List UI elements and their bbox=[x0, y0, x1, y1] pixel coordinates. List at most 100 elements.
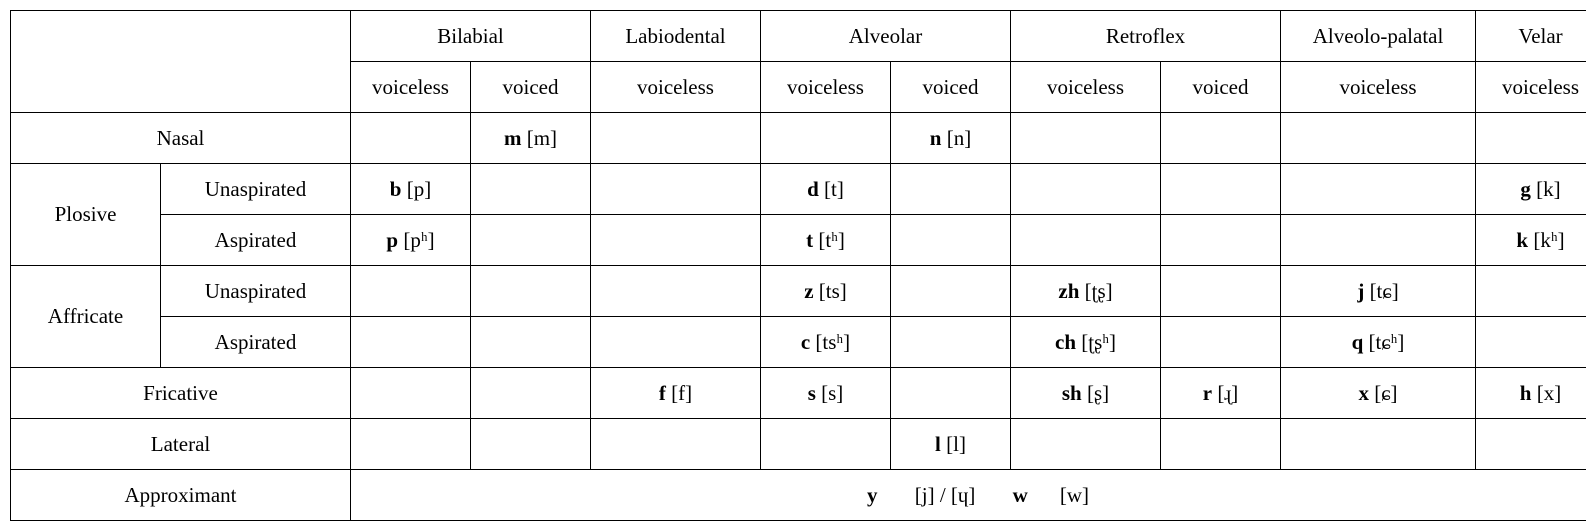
ipa-x: [ɕ] bbox=[1369, 381, 1398, 405]
ipa-zh: [ʈʂ] bbox=[1079, 279, 1112, 303]
manner-nasal: Nasal bbox=[11, 113, 351, 164]
sym-m: m bbox=[504, 126, 522, 150]
cell-q: q [tɕʰ] bbox=[1281, 317, 1476, 368]
cell-empty bbox=[471, 368, 591, 419]
retroflex-voiceless: voiceless bbox=[1011, 62, 1161, 113]
sym-h: h bbox=[1520, 381, 1532, 405]
cell-d: d [t] bbox=[761, 164, 891, 215]
sub-unaspirated: Unaspirated bbox=[161, 164, 351, 215]
cell-empty bbox=[351, 266, 471, 317]
bilabial-voiced: voiced bbox=[471, 62, 591, 113]
sym-p: p bbox=[386, 228, 398, 252]
alveolar-voiced: voiced bbox=[891, 62, 1011, 113]
cell-ch: ch [ʈʂʰ] bbox=[1011, 317, 1161, 368]
sym-z: z bbox=[804, 279, 813, 303]
cell-empty bbox=[1161, 419, 1281, 470]
cell-empty bbox=[471, 419, 591, 470]
cell-zh: zh [ʈʂ] bbox=[1011, 266, 1161, 317]
cell-empty bbox=[1476, 317, 1586, 368]
cell-c: c [tsʰ] bbox=[761, 317, 891, 368]
ipa-z: [ts] bbox=[814, 279, 847, 303]
row-lateral: Lateral l [l] bbox=[11, 419, 1586, 470]
labiodental-voiceless: voiceless bbox=[591, 62, 761, 113]
ipa-j: [tɕ] bbox=[1364, 279, 1398, 303]
place-bilabial: Bilabial bbox=[351, 11, 591, 62]
cell-l: l [l] bbox=[891, 419, 1011, 470]
cell-j: j [tɕ] bbox=[1281, 266, 1476, 317]
alvpal-voiceless: voiceless bbox=[1281, 62, 1476, 113]
sub-aspirated: Aspirated bbox=[161, 215, 351, 266]
place-alveolo-palatal: Alveolo-palatal bbox=[1281, 11, 1476, 62]
cell-empty bbox=[1476, 419, 1586, 470]
cell-empty bbox=[891, 266, 1011, 317]
consonant-table: Bilabial Labiodental Alveolar Retroflex … bbox=[10, 10, 1586, 521]
cell-empty bbox=[471, 215, 591, 266]
cell-empty bbox=[891, 317, 1011, 368]
cell-f: f [f] bbox=[591, 368, 761, 419]
cell-empty bbox=[471, 164, 591, 215]
row-approximant: Approximant y [j] / [ɥ] w[w] bbox=[11, 470, 1586, 521]
sym-w: w bbox=[1013, 483, 1028, 507]
cell-empty bbox=[591, 266, 761, 317]
cell-empty bbox=[1161, 215, 1281, 266]
manner-fricative: Fricative bbox=[11, 368, 351, 419]
ipa-y: [j] / [ɥ] bbox=[910, 483, 976, 507]
cell-empty bbox=[891, 368, 1011, 419]
row-plosive-asp: Aspirated p [pʰ] t [tʰ] k [kʰ] bbox=[11, 215, 1586, 266]
cell-empty bbox=[591, 113, 761, 164]
ipa-d: [t] bbox=[819, 177, 844, 201]
cell-empty bbox=[1281, 215, 1476, 266]
ipa-f: [f] bbox=[666, 381, 692, 405]
cell-t: t [tʰ] bbox=[761, 215, 891, 266]
row-affricate-asp: Aspirated c [tsʰ] ch [ʈʂʰ] q [tɕʰ] bbox=[11, 317, 1586, 368]
sym-d: d bbox=[807, 177, 819, 201]
cell-empty bbox=[1161, 266, 1281, 317]
sym-sh: sh bbox=[1062, 381, 1082, 405]
ipa-l: [l] bbox=[941, 432, 966, 456]
ipa-p: [pʰ] bbox=[398, 228, 434, 252]
ipa-ch: [ʈʂʰ] bbox=[1076, 330, 1116, 354]
cell-sh: sh [ʂ] bbox=[1011, 368, 1161, 419]
cell-s: s [s] bbox=[761, 368, 891, 419]
cell-empty bbox=[891, 215, 1011, 266]
manner-approximant: Approximant bbox=[11, 470, 351, 521]
row-plosive-unasp: Plosive Unaspirated b [p] d [t] g [k] bbox=[11, 164, 1586, 215]
sym-k: k bbox=[1516, 228, 1528, 252]
row-nasal: Nasal m [m] n [n] bbox=[11, 113, 1586, 164]
sym-x: x bbox=[1358, 381, 1369, 405]
place-retroflex: Retroflex bbox=[1011, 11, 1281, 62]
ipa-n: [n] bbox=[941, 126, 971, 150]
cell-k: k [kʰ] bbox=[1476, 215, 1586, 266]
cell-empty bbox=[1011, 419, 1161, 470]
alveolar-voiceless: voiceless bbox=[761, 62, 891, 113]
cell-b: b [p] bbox=[351, 164, 471, 215]
cell-empty bbox=[1011, 164, 1161, 215]
ipa-sh: [ʂ] bbox=[1082, 381, 1109, 405]
cell-empty bbox=[471, 317, 591, 368]
ipa-w: [w] bbox=[1060, 483, 1089, 507]
cell-empty bbox=[1476, 266, 1586, 317]
cell-p: p [pʰ] bbox=[351, 215, 471, 266]
sym-n: n bbox=[930, 126, 942, 150]
sym-q: q bbox=[1352, 330, 1364, 354]
cell-empty bbox=[351, 419, 471, 470]
cell-empty bbox=[1011, 215, 1161, 266]
cell-empty bbox=[591, 317, 761, 368]
cell-empty bbox=[1281, 164, 1476, 215]
cell-h: h [x] bbox=[1476, 368, 1586, 419]
sym-g: g bbox=[1520, 177, 1531, 201]
sym-zh: zh bbox=[1058, 279, 1079, 303]
sym-f: f bbox=[659, 381, 666, 405]
row-fricative: Fricative f [f] s [s] sh [ʂ] r [ɻ] x [ɕ]… bbox=[11, 368, 1586, 419]
row-affricate-unasp: Affricate Unaspirated z [ts] zh [ʈʂ] j [… bbox=[11, 266, 1586, 317]
ipa-q: [tɕʰ] bbox=[1363, 330, 1404, 354]
ipa-k: [kʰ] bbox=[1528, 228, 1564, 252]
cell-approximant: y [j] / [ɥ] w[w] bbox=[351, 470, 1586, 521]
cell-empty bbox=[471, 266, 591, 317]
cell-g: g [k] bbox=[1476, 164, 1586, 215]
cell-nasal-alveolar-vd: n [n] bbox=[891, 113, 1011, 164]
cell-empty bbox=[351, 317, 471, 368]
ipa-m: [m] bbox=[521, 126, 557, 150]
cell-x: x [ɕ] bbox=[1281, 368, 1476, 419]
cell-empty bbox=[1161, 113, 1281, 164]
